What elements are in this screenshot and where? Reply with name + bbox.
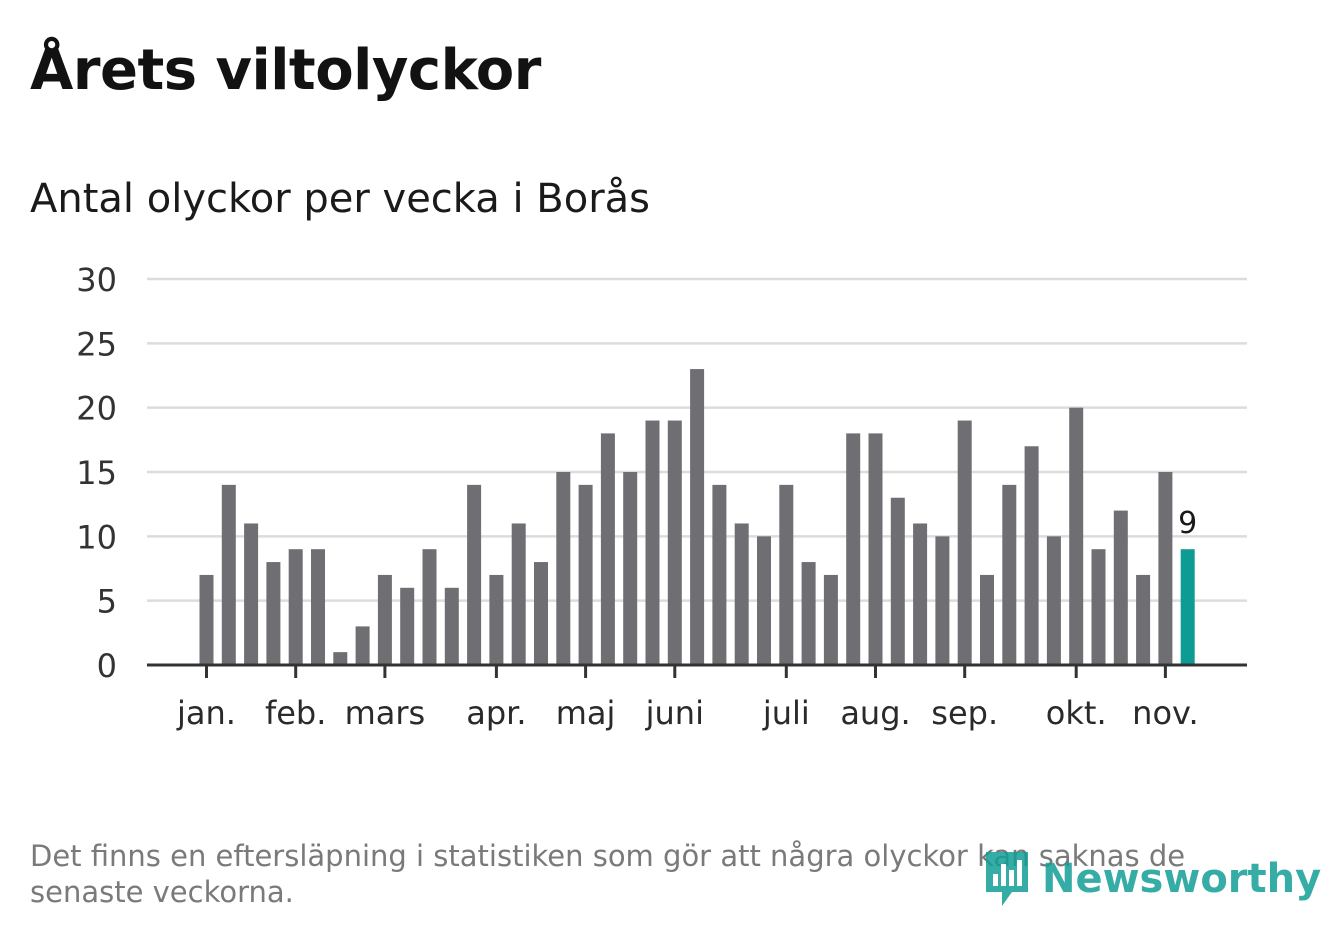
x-tick-label: okt.: [1046, 694, 1107, 732]
bar: [311, 549, 325, 665]
x-tick-label: juni: [645, 694, 704, 732]
x-axis-ticks: jan. feb. mars apr. maj juni juli aug. sep. okt. n…: [176, 665, 1199, 732]
bars: [199, 369, 1195, 665]
x-tick-label: mars: [345, 694, 426, 732]
bar: [801, 562, 816, 665]
bar: [333, 652, 348, 665]
bar: [600, 433, 615, 665]
bar: [400, 587, 415, 665]
bar: [578, 484, 593, 665]
bar: [1024, 446, 1039, 665]
bar: [1158, 472, 1173, 665]
bar: [1091, 549, 1106, 665]
bar: [712, 484, 727, 665]
bar: [444, 587, 459, 665]
bar: [690, 369, 705, 665]
x-tick-label: sep.: [931, 694, 998, 732]
bar: [422, 549, 437, 665]
bar: [1136, 574, 1151, 665]
highlight-data-label: 9: [1178, 506, 1197, 541]
bar: [534, 562, 548, 665]
y-tick-label: 30: [76, 261, 117, 299]
data-labels: 9: [1178, 506, 1197, 541]
bar: [288, 549, 303, 665]
bar: [957, 420, 972, 665]
bar: [377, 574, 392, 665]
y-tick-label: 5: [97, 583, 117, 621]
x-tick-label: aug.: [840, 694, 910, 732]
bar: [489, 574, 504, 665]
bar: [511, 523, 526, 665]
bar: [1046, 536, 1061, 665]
y-tick-label: 20: [76, 390, 117, 428]
bar: [355, 626, 370, 665]
bar: [244, 523, 259, 665]
chart-title: Årets viltolyckor: [30, 38, 541, 103]
bar: [1113, 510, 1128, 665]
x-tick-label: apr.: [466, 694, 526, 732]
x-tick-label: feb.: [265, 694, 326, 732]
bar: [1069, 407, 1084, 665]
bar: [734, 523, 749, 665]
bar: [823, 574, 838, 665]
chart-subtitle: Antal olyckor per vecka i Borås: [30, 176, 651, 222]
y-tick-label: 0: [97, 647, 117, 685]
y-tick-label: 25: [76, 325, 117, 363]
bar-chart: 0 5 10 15 20 25 30 jan. feb. mars apr. maj juni juli…: [76, 261, 1247, 732]
bar: [645, 420, 660, 665]
newsworthy-logo: Newsworthy: [982, 848, 1321, 910]
bar: [779, 484, 794, 665]
y-tick-label: 10: [76, 518, 117, 556]
x-tick-label: nov.: [1132, 694, 1198, 732]
bar-highlight: [1180, 549, 1195, 665]
bar: [846, 433, 861, 665]
bar: [556, 472, 571, 665]
bar: [868, 433, 883, 665]
bar: [221, 484, 236, 665]
bar: [266, 562, 281, 665]
bar: [199, 574, 214, 665]
x-tick-label: juli: [762, 694, 810, 732]
logo-text: Newsworthy: [1042, 856, 1322, 902]
bar: [623, 472, 638, 665]
y-axis-ticks: 0 5 10 15 20 25 30: [76, 261, 117, 685]
newsworthy-logo-icon: [986, 852, 1028, 906]
x-tick-label: jan.: [176, 694, 236, 732]
y-tick-label: 15: [76, 454, 117, 492]
x-tick-label: maj: [556, 694, 616, 732]
bar: [467, 484, 482, 665]
bar: [913, 523, 928, 665]
bar: [935, 536, 950, 665]
bar: [890, 497, 905, 665]
bar: [757, 536, 771, 665]
bar: [1002, 484, 1017, 665]
bar: [980, 574, 994, 665]
bar: [667, 420, 682, 665]
